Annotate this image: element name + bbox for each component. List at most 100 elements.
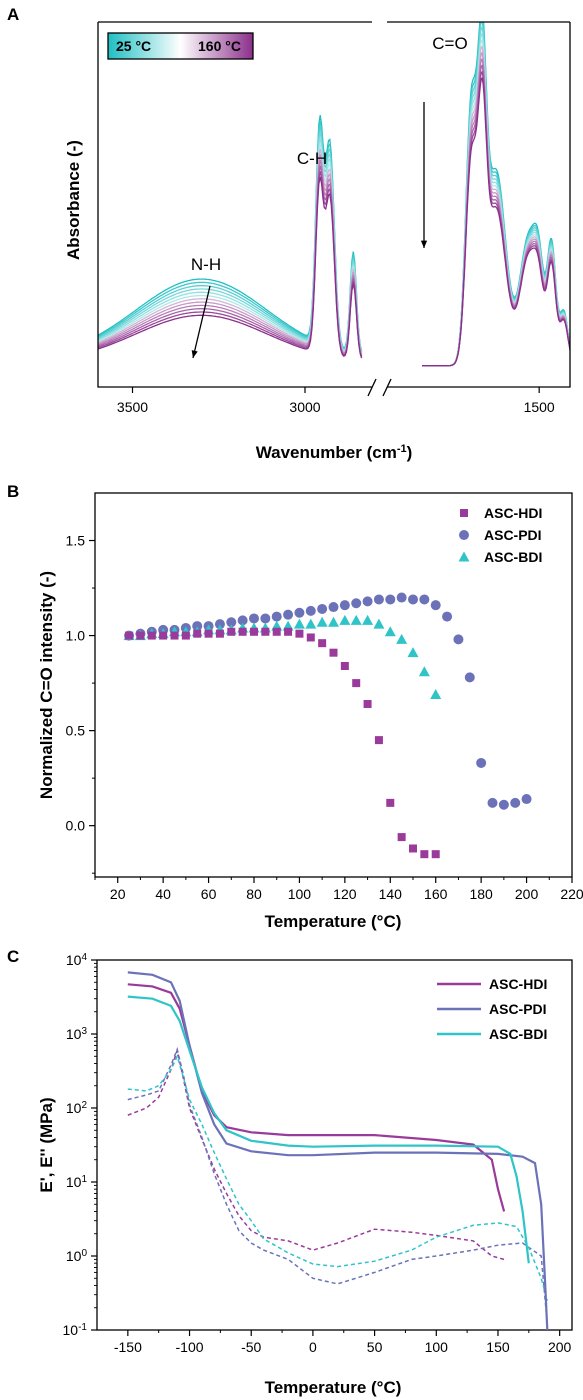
data-point-asc-hdi	[386, 798, 395, 807]
data-point-asc-hdi	[170, 631, 179, 640]
data-point-asc-hdi	[409, 844, 417, 853]
data-point-asc-hdi	[238, 627, 247, 636]
data-point-asc-hdi	[397, 833, 406, 842]
panel-b-x-tick-label: 60	[201, 886, 217, 902]
data-point-asc-bdi	[305, 618, 317, 629]
data-point-asc-hdi	[306, 633, 315, 642]
data-point-asc-pdi	[226, 617, 237, 628]
panel-b-x-tick-label: 200	[515, 886, 539, 902]
data-point-asc-bdi	[396, 633, 408, 644]
data-point-asc-pdi	[510, 797, 521, 808]
data-point-asc-hdi	[136, 631, 145, 640]
colorbar-start-label: 25 °C	[116, 38, 151, 54]
data-point-asc-pdi	[351, 598, 362, 609]
spectrum-ch-region-10	[98, 171, 363, 358]
panel-c-y-axis-title: E', E'' (MPa)	[37, 1097, 56, 1192]
data-point-asc-hdi	[215, 629, 224, 638]
panel-b-x-axis-title: Temperature (°C)	[265, 912, 402, 931]
data-point-asc-pdi	[237, 615, 248, 626]
data-point-asc-pdi	[476, 757, 487, 768]
legend-marker-asc-bdi	[458, 551, 470, 562]
panel-c-letter: C	[7, 947, 19, 966]
colorbar: 25 °C 160 °C	[107, 32, 254, 60]
panel-a-plot-area: 3500 3000 1500	[97, 21, 571, 415]
panel-b-y-axis-title: Normalized C=O intensity (-)	[37, 571, 56, 799]
data-point-asc-pdi	[192, 621, 203, 632]
storage-modulus-asc-hdi	[127, 983, 506, 1212]
panel-c-y-tick-label: 103	[66, 1026, 88, 1043]
panel-b-y-tick-label: 1.0	[66, 628, 86, 644]
data-point-asc-bdi	[407, 647, 419, 658]
co-arrow-head	[420, 240, 428, 248]
panel-c-x-tick-label: 100	[425, 1339, 449, 1355]
legend-label-asc-bdi: ASC-BDI	[484, 549, 542, 565]
data-point-asc-hdi	[159, 631, 168, 640]
data-point-asc-pdi	[283, 609, 294, 620]
panel-b-y-tick-label: 0.5	[66, 723, 86, 739]
legend-label-asc-hdi: ASC-HDI	[484, 505, 542, 521]
nh-arrow	[192, 285, 211, 359]
panel-c-y-tick-label: 102	[66, 1100, 88, 1117]
data-point-asc-pdi	[498, 799, 509, 810]
data-point-asc-hdi	[261, 627, 270, 636]
panel-b-y-tick-label: 1.5	[66, 533, 86, 549]
axis-break-mark-2	[382, 378, 392, 397]
panel-b-x-tick-label: 120	[333, 886, 357, 902]
co-annotation: C=O	[432, 34, 467, 53]
panel-b-x-tick-label: 160	[424, 886, 448, 902]
panel-b-x-tick-label: 220	[560, 886, 583, 902]
nh-arrow-head	[191, 350, 198, 358]
data-point-asc-bdi	[384, 626, 396, 637]
data-point-asc-pdi	[521, 794, 532, 805]
axis-break-mark-1	[367, 378, 377, 397]
panel-a-x-axis-title: Wavenumber (cm-1)	[256, 443, 413, 462]
legend-label-asc-pdi: ASC-PDI	[489, 1001, 547, 1017]
spectrum-co-region-9	[422, 64, 570, 367]
data-point-asc-bdi	[339, 614, 351, 625]
data-point-asc-pdi	[271, 611, 282, 622]
legend-marker-asc-hdi	[460, 509, 468, 517]
data-point-asc-hdi	[125, 631, 134, 640]
panel-a-y-axis-title: Absorbance (-)	[64, 140, 83, 260]
colorbar-gradient	[107, 32, 254, 60]
data-point-asc-pdi	[385, 594, 396, 605]
data-point-asc-pdi	[305, 605, 316, 616]
loss-modulus-asc-hdi	[127, 1047, 505, 1261]
panel-b-letter: B	[7, 482, 19, 501]
data-point-asc-pdi	[294, 607, 305, 618]
panel-c-y-tick-label: 104	[66, 952, 88, 969]
panel-c-x-tick-label: 50	[367, 1339, 383, 1355]
panel-a-axes-left	[97, 22, 372, 388]
panel-c-x-tick-label: -150	[114, 1339, 142, 1355]
legend-label-asc-pdi: ASC-PDI	[484, 527, 542, 543]
data-point-asc-pdi	[464, 672, 475, 683]
data-point-asc-pdi	[317, 603, 328, 614]
panel-c-y-tick-label: 100	[66, 1248, 88, 1265]
panel-a-x-tick-label: 1500	[524, 399, 555, 415]
data-point-asc-pdi	[373, 594, 384, 605]
spectrum-co-region-8	[422, 57, 570, 367]
loss-modulus-asc-pdi	[127, 1046, 549, 1325]
data-point-asc-bdi	[430, 689, 442, 700]
data-point-asc-hdi	[318, 639, 327, 648]
data-point-asc-bdi	[362, 614, 374, 625]
storage-modulus-asc-pdi	[127, 971, 549, 1330]
panel-c-x-axis-title: Temperature (°C)	[265, 1378, 402, 1397]
legend-label-asc-bdi: ASC-BDI	[489, 1026, 547, 1042]
data-point-asc-hdi	[295, 629, 304, 638]
data-point-asc-hdi	[352, 679, 361, 688]
panel-b-plot-area: 20 40 60 80 100 120 140 160 180 200 220 0.0 0.5 1.0 1.…	[66, 492, 583, 902]
spectrum-co-region-6	[422, 45, 570, 367]
panel-c-x-tick-label: -50	[241, 1339, 261, 1355]
ch-annotation: C-H	[297, 149, 327, 168]
data-point-asc-hdi	[272, 627, 281, 636]
data-point-asc-bdi	[373, 618, 385, 629]
legend-label-asc-hdi: ASC-HDI	[489, 976, 547, 992]
data-point-asc-hdi	[250, 627, 258, 636]
data-point-asc-pdi	[442, 611, 453, 622]
panel-c-x-tick-label: 0	[309, 1339, 317, 1355]
panel-c-x-tick-label: 150	[486, 1339, 510, 1355]
spectrum-co-region-10	[422, 70, 570, 367]
data-point-asc-pdi	[214, 619, 225, 630]
